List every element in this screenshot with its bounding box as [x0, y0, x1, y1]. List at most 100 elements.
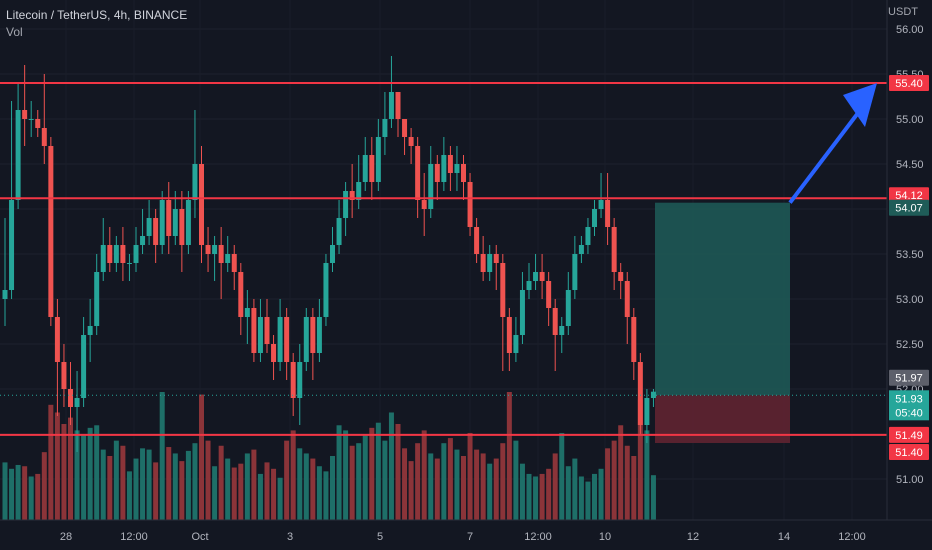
volume-bar — [611, 440, 617, 520]
price-tick-label: 52.50 — [896, 339, 924, 351]
volume-bar — [565, 466, 571, 520]
horizontal-levels[interactable] — [0, 82, 887, 436]
volume-bar — [330, 456, 335, 520]
candle-body — [631, 317, 637, 362]
candle-body — [467, 182, 473, 227]
candle-body — [166, 200, 172, 236]
candle-body — [382, 119, 388, 137]
volume-bar — [15, 464, 21, 520]
volume-bar — [303, 453, 309, 520]
volume-bar — [35, 473, 41, 520]
volume-bar — [644, 430, 650, 520]
time-axis[interactable]: 28 12:00 Oct 3 5 7 12:00 10 12 14 12:00 — [0, 519, 932, 543]
candle-body — [48, 146, 54, 317]
volume-bar — [2, 462, 8, 520]
candle-body — [539, 272, 545, 281]
volume-bar — [578, 476, 584, 520]
candle-body — [297, 362, 303, 398]
volume-bar — [369, 427, 375, 520]
volume-bar — [539, 473, 545, 520]
candle-body — [513, 335, 519, 353]
candle-body — [402, 119, 408, 137]
volume-bar — [493, 458, 499, 520]
candle-body — [179, 209, 185, 245]
candle-body — [15, 110, 21, 200]
candlesticks — [2, 56, 656, 452]
candle-body — [546, 281, 552, 308]
candle-body — [428, 164, 434, 209]
volume-bar — [238, 463, 244, 520]
candle-body — [61, 362, 67, 389]
volume-bar — [585, 481, 591, 520]
candle-body — [277, 317, 283, 362]
volume-bar — [199, 394, 204, 520]
volume-bar — [474, 449, 480, 520]
candle-body — [369, 155, 375, 182]
candle-body — [500, 263, 506, 317]
time-tick-label: 5 — [377, 531, 383, 543]
candle-body — [212, 245, 218, 254]
candle-body — [107, 245, 113, 263]
price-unit: USDT — [888, 6, 918, 18]
volume-bar — [546, 468, 552, 520]
take-profit-zone — [655, 202, 790, 396]
volume-bar — [9, 468, 15, 520]
candle-body — [533, 272, 539, 281]
time-tick-label: 12:00 — [838, 531, 866, 543]
candle-body — [284, 317, 290, 362]
candle-body — [146, 218, 152, 236]
volume-bar — [598, 468, 604, 520]
candle-body — [54, 317, 60, 362]
candle-body — [493, 254, 499, 263]
volume-bar — [126, 471, 132, 520]
volume-bar — [205, 440, 211, 520]
time-tick-label: 28 — [60, 531, 72, 543]
volume-bar — [192, 443, 198, 520]
candle-body — [611, 227, 617, 272]
volume-bar — [284, 440, 290, 520]
candle-body — [395, 92, 401, 119]
volume-indicator-label: Vol — [6, 25, 23, 39]
volume-bar — [225, 458, 231, 520]
resistance-price-tag — [889, 187, 929, 204]
candle-body — [447, 155, 453, 173]
candle-body — [637, 362, 643, 425]
candle-body — [336, 218, 342, 245]
volume-bar — [140, 448, 146, 520]
stop-loss-price-text: 51.40 — [895, 447, 923, 459]
volume-bar — [447, 438, 453, 520]
volume-bar — [480, 453, 486, 520]
volume-bar — [356, 443, 362, 520]
candle-body — [310, 317, 316, 353]
price-tick-label: 54.50 — [896, 159, 924, 171]
candle-body — [650, 391, 656, 398]
countdown-text: 05:40 — [895, 407, 923, 419]
volume-bar — [212, 466, 218, 520]
volume-bar — [323, 471, 329, 520]
volume-bar — [650, 475, 656, 520]
volume-bar — [461, 456, 466, 520]
candle-body — [474, 227, 480, 254]
take-profit-price-tag — [889, 199, 929, 216]
volume-bar — [172, 453, 178, 520]
stop-loss-price-tag — [889, 444, 929, 460]
candle-body — [244, 308, 250, 317]
candle-body — [343, 191, 349, 218]
candle-body — [454, 164, 460, 173]
current-price-tag — [889, 390, 929, 421]
volume-bar — [244, 453, 250, 520]
volume-bar — [637, 399, 643, 520]
candle-body — [559, 326, 565, 335]
support-price-text: 51.49 — [895, 430, 923, 442]
volume-bar — [428, 453, 434, 520]
target-arrow[interactable] — [788, 83, 877, 204]
candle-body — [41, 128, 47, 146]
candle-body — [271, 344, 277, 362]
volume-bar — [316, 466, 322, 520]
candle-body — [388, 92, 394, 119]
volume-bar — [54, 412, 60, 520]
resistance-price-text: 54.12 — [895, 190, 923, 202]
candle-body — [585, 227, 591, 245]
candle-body — [81, 335, 87, 398]
